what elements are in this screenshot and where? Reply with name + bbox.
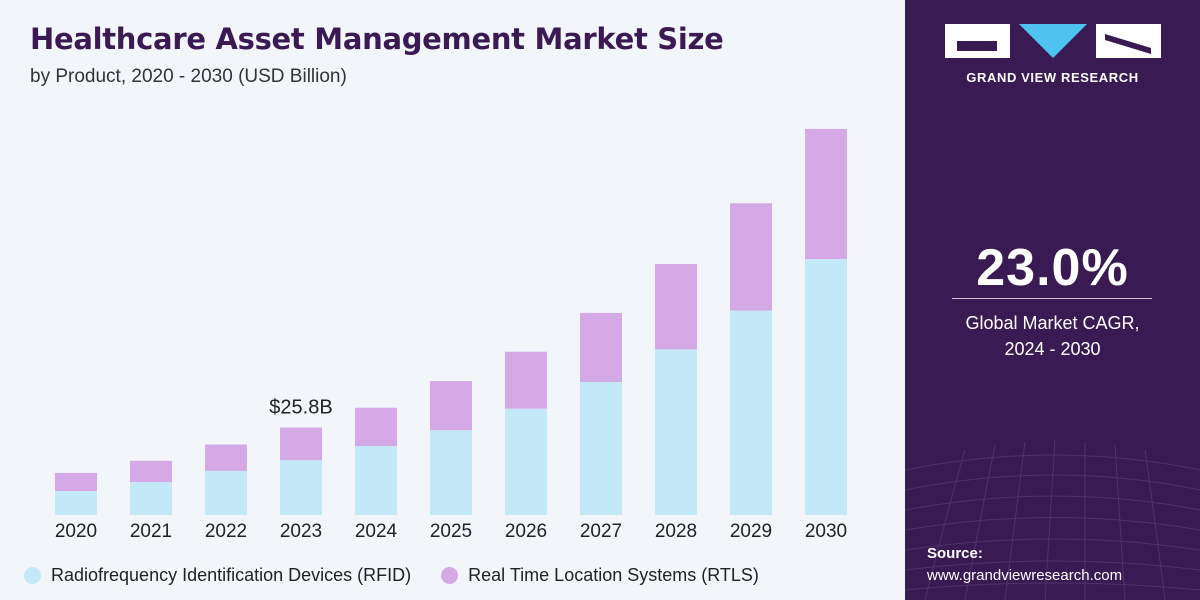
bar-rtls-2022 <box>205 444 247 471</box>
cagr-label-line2: 2024 - 2030 <box>1004 339 1101 359</box>
info-sidebar: GRAND VIEW RESEARCH 23.0% Global Market … <box>905 0 1200 600</box>
bar-rtls-2024 <box>355 407 397 446</box>
bar-rfid-2030 <box>805 259 847 515</box>
x-tick-label-2028: 2028 <box>655 521 697 542</box>
bar-rtls-2020 <box>55 472 97 491</box>
bar-rfid-2020 <box>55 491 97 515</box>
bar-rtls-2030 <box>805 128 847 259</box>
bar-rfid-2023 <box>280 460 322 515</box>
chart-title: Healthcare Asset Management Market Size <box>30 22 724 56</box>
bar-rfid-2029 <box>730 310 772 515</box>
bar-rfid-2027 <box>580 381 622 515</box>
x-tick-label-2029: 2029 <box>730 521 772 542</box>
bar-rfid-2028 <box>655 349 697 515</box>
cagr-value: 23.0% <box>976 239 1129 297</box>
bar-rtls-2027 <box>580 312 622 382</box>
legend-item-rtls: Real Time Location Systems (RTLS) <box>441 565 759 586</box>
cagr-label-line1: Global Market CAGR, <box>965 313 1140 333</box>
grid-decoration <box>905 439 1200 600</box>
legend-item-rfid: Radiofrequency Identification Devices (R… <box>24 565 411 586</box>
data-label-2023: $25.8B <box>269 397 332 419</box>
x-tick-label-2021: 2021 <box>130 521 172 542</box>
chart-subtitle: by Product, 2020 - 2030 (USD Billion) <box>30 66 347 87</box>
cagr-divider <box>952 298 1152 299</box>
bar-rtls-2021 <box>130 460 172 483</box>
x-tick-label-2026: 2026 <box>505 521 547 542</box>
legend-label-rfid: Radiofrequency Identification Devices (R… <box>51 565 412 585</box>
brand-name: GRAND VIEW RESEARCH <box>966 70 1139 85</box>
bar-rtls-2025 <box>430 381 472 431</box>
gvr-logo-icon <box>945 24 1161 58</box>
bar-rfid-2026 <box>505 408 547 515</box>
bar-rtls-2029 <box>730 203 772 311</box>
bar-rfid-2022 <box>205 470 247 515</box>
x-tick-label-2030: 2030 <box>805 521 847 542</box>
bar-rtls-2028 <box>655 264 697 350</box>
source-link[interactable]: www.grandviewresearch.com <box>927 567 1123 584</box>
source-label: Source: <box>927 545 983 562</box>
chart-legend: Radiofrequency Identification Devices (R… <box>24 565 789 586</box>
legend-label-rtls: Real Time Location Systems (RTLS) <box>468 565 759 585</box>
bar-rfid-2021 <box>130 482 172 515</box>
x-tick-label-2027: 2027 <box>580 521 622 542</box>
x-tick-label-2023: 2023 <box>280 521 322 542</box>
bar-rfid-2025 <box>430 430 472 515</box>
legend-swatch-rfid <box>24 567 41 584</box>
bar-rtls-2023 <box>280 427 322 461</box>
bar-rfid-2024 <box>355 445 397 515</box>
chart-panel: Healthcare Asset Management Market Size … <box>24 22 848 586</box>
x-tick-label-2022: 2022 <box>205 521 247 542</box>
x-tick-label-2020: 2020 <box>55 521 97 542</box>
legend-swatch-rtls <box>441 567 459 584</box>
bar-rtls-2026 <box>505 351 547 409</box>
bar-chart: 2020 2021 2022 2023 $25.8B 2024 2025 2026 2027 20… <box>55 128 847 542</box>
cagr-label: Global Market CAGR, 2024 - 2030 <box>905 310 1200 362</box>
x-tick-label-2024: 2024 <box>355 521 398 542</box>
x-tick-label-2025: 2025 <box>430 521 472 542</box>
